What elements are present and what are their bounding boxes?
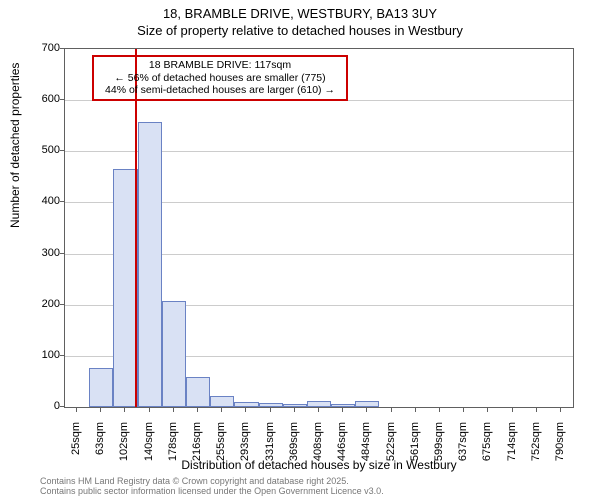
x-tick-label: 102sqm — [118, 422, 130, 466]
footer: Contains HM Land Registry data © Crown c… — [40, 476, 384, 497]
x-tick — [391, 408, 392, 412]
x-tick — [124, 408, 125, 412]
y-tick-label: 600 — [26, 93, 60, 105]
y-tick — [60, 99, 64, 100]
histogram-bar — [162, 301, 186, 407]
x-tick — [294, 408, 295, 412]
y-tick — [60, 201, 64, 202]
x-tick-label: 25sqm — [70, 422, 82, 466]
x-tick — [463, 408, 464, 412]
x-tick-label: 714sqm — [506, 422, 518, 466]
histogram-bar — [89, 368, 113, 407]
histogram-bar — [210, 396, 234, 407]
y-tick — [60, 150, 64, 151]
x-tick-label: 255sqm — [215, 422, 227, 466]
x-tick — [245, 408, 246, 412]
histogram-bar — [307, 401, 331, 407]
x-tick — [342, 408, 343, 412]
x-tick-label: 216sqm — [191, 422, 203, 466]
x-tick — [270, 408, 271, 412]
x-tick — [197, 408, 198, 412]
footer-line1: Contains HM Land Registry data © Crown c… — [40, 476, 384, 486]
reference-line — [135, 49, 137, 407]
y-tick-label: 0 — [26, 400, 60, 412]
x-tick-label: 522sqm — [385, 422, 397, 466]
x-tick — [221, 408, 222, 412]
y-tick — [60, 304, 64, 305]
x-tick — [439, 408, 440, 412]
x-tick — [173, 408, 174, 412]
x-tick-label: 484sqm — [360, 422, 372, 466]
annotation-box: 18 BRAMBLE DRIVE: 117sqm ← 56% of detach… — [92, 55, 348, 101]
x-tick — [100, 408, 101, 412]
y-tick-label: 100 — [26, 349, 60, 361]
footer-line2: Contains public sector information licen… — [40, 486, 384, 496]
x-tick-label: 408sqm — [312, 422, 324, 466]
x-tick — [318, 408, 319, 412]
histogram-bar — [283, 404, 307, 407]
y-tick — [60, 355, 64, 356]
x-tick-label: 637sqm — [457, 422, 469, 466]
x-tick-label: 675sqm — [481, 422, 493, 466]
y-tick — [60, 48, 64, 49]
y-tick-label: 300 — [26, 247, 60, 259]
x-tick-label: 599sqm — [433, 422, 445, 466]
histogram-bar — [331, 404, 355, 407]
histogram-bar — [186, 377, 210, 407]
y-tick-label: 700 — [26, 42, 60, 54]
x-tick-label: 446sqm — [336, 422, 348, 466]
y-tick — [60, 253, 64, 254]
x-tick — [149, 408, 150, 412]
y-tick-label: 200 — [26, 298, 60, 310]
x-tick-label: 63sqm — [94, 422, 106, 466]
x-tick — [536, 408, 537, 412]
chart-title-main: 18, BRAMBLE DRIVE, WESTBURY, BA13 3UY — [0, 0, 600, 21]
plot-area — [64, 48, 574, 408]
x-tick-label: 369sqm — [288, 422, 300, 466]
y-tick-label: 400 — [26, 195, 60, 207]
x-tick-label: 140sqm — [143, 422, 155, 466]
histogram-bar — [138, 122, 162, 407]
histogram-bar — [355, 401, 379, 407]
x-tick-label: 790sqm — [554, 422, 566, 466]
y-tick — [60, 406, 64, 407]
x-tick — [76, 408, 77, 412]
histogram-bar — [234, 402, 258, 407]
y-tick-label: 500 — [26, 144, 60, 156]
x-tick — [560, 408, 561, 412]
x-tick-label: 293sqm — [239, 422, 251, 466]
x-tick — [487, 408, 488, 412]
x-tick — [415, 408, 416, 412]
x-tick-label: 331sqm — [264, 422, 276, 466]
x-tick-label: 561sqm — [409, 422, 421, 466]
x-tick — [366, 408, 367, 412]
annotation-line2: ← 56% of detached houses are smaller (77… — [99, 72, 341, 85]
histogram-bar — [259, 403, 283, 407]
annotation-line3: 44% of semi-detached houses are larger (… — [99, 84, 341, 97]
x-tick — [512, 408, 513, 412]
x-tick-label: 178sqm — [167, 422, 179, 466]
annotation-line1: 18 BRAMBLE DRIVE: 117sqm — [99, 59, 341, 72]
x-tick-label: 752sqm — [530, 422, 542, 466]
chart-container: 18, BRAMBLE DRIVE, WESTBURY, BA13 3UY Si… — [0, 0, 600, 500]
chart-title-sub: Size of property relative to detached ho… — [0, 21, 600, 38]
y-axis-label: Number of detached properties — [8, 63, 22, 228]
